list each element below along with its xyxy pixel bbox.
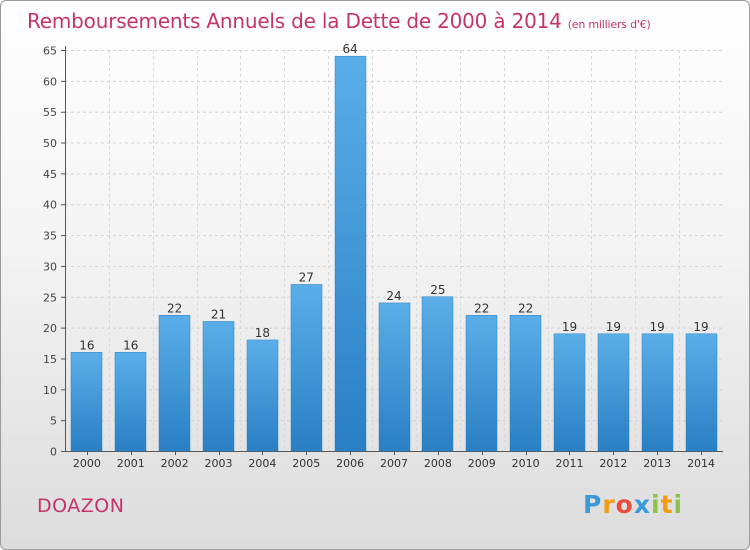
y-tick-label: 25 bbox=[43, 291, 57, 304]
x-tick-label: 2008 bbox=[424, 457, 452, 470]
y-tick-label: 20 bbox=[43, 322, 57, 335]
y-tick-label: 35 bbox=[43, 230, 57, 243]
value-label: 25 bbox=[430, 283, 445, 297]
value-label: 19 bbox=[693, 320, 708, 334]
value-label: 19 bbox=[562, 320, 577, 334]
bar-2006 bbox=[334, 55, 367, 452]
logo-letter: t bbox=[660, 490, 674, 519]
bar-2008 bbox=[421, 296, 454, 452]
value-label: 18 bbox=[255, 326, 270, 340]
y-tick-label: 55 bbox=[43, 106, 57, 119]
bar-2012 bbox=[597, 333, 630, 452]
bar-2000 bbox=[70, 352, 103, 452]
y-tick-label: 50 bbox=[43, 137, 57, 150]
y-tick-label: 40 bbox=[43, 199, 57, 212]
x-tick-label: 2001 bbox=[117, 457, 145, 470]
bar-2003 bbox=[202, 321, 235, 452]
bar-2005 bbox=[290, 284, 323, 452]
y-tick-label: 5 bbox=[50, 415, 57, 428]
bars bbox=[70, 55, 718, 452]
x-tick-label: 2006 bbox=[336, 457, 364, 470]
location-name: DOAZON bbox=[37, 495, 125, 517]
value-label: 16 bbox=[123, 338, 138, 352]
y-tick-label: 10 bbox=[43, 384, 57, 397]
value-label: 22 bbox=[518, 301, 533, 315]
value-label: 22 bbox=[167, 301, 182, 315]
logo-letter: i bbox=[673, 490, 684, 519]
data-labels: 16 16 22 21 18 27 64 24 25 22 22 19 19 19 19 bbox=[79, 42, 708, 352]
y-tick-label: 15 bbox=[43, 353, 57, 366]
x-tick-label: 2007 bbox=[380, 457, 408, 470]
y-tick-label: 60 bbox=[43, 75, 57, 88]
chart-title-text: Remboursements Annuels de la Dette de 20… bbox=[27, 9, 562, 33]
logo-letter: P bbox=[583, 490, 603, 519]
bar-2002 bbox=[158, 315, 191, 452]
value-label: 19 bbox=[650, 320, 665, 334]
x-tick-label: 2012 bbox=[599, 457, 627, 470]
x-tick-label: 2009 bbox=[468, 457, 496, 470]
chart-subtitle: (en milliers d'€) bbox=[567, 18, 651, 31]
x-tick-label: 2010 bbox=[512, 457, 540, 470]
logo-letter: x bbox=[633, 490, 651, 519]
value-label: 64 bbox=[342, 42, 357, 56]
logo-letter: o bbox=[615, 490, 634, 519]
x-tick-label: 2003 bbox=[205, 457, 233, 470]
y-tick-label: 0 bbox=[50, 446, 57, 459]
value-label: 16 bbox=[79, 338, 94, 352]
logo-letter: i bbox=[651, 490, 661, 519]
bar-2013 bbox=[641, 333, 674, 452]
y-tick-label: 30 bbox=[43, 260, 57, 273]
x-tick-label: 2002 bbox=[161, 457, 189, 470]
value-label: 24 bbox=[386, 289, 401, 303]
bar-2014 bbox=[685, 333, 718, 452]
y-tick-label: 45 bbox=[43, 168, 57, 181]
bar-2007 bbox=[378, 302, 411, 452]
proxiti-logo[interactable]: Proxiti bbox=[583, 490, 683, 519]
bar-2010 bbox=[509, 315, 542, 452]
bar-2011 bbox=[553, 333, 586, 452]
x-tick-label: 2005 bbox=[292, 457, 320, 470]
value-label: 22 bbox=[474, 301, 489, 315]
x-tick-label: 2011 bbox=[555, 457, 583, 470]
value-label: 19 bbox=[606, 320, 621, 334]
value-label: 27 bbox=[299, 270, 314, 284]
chart-title: Remboursements Annuels de la Dette de 20… bbox=[27, 9, 651, 33]
x-tick-label: 2014 bbox=[687, 457, 715, 470]
value-label: 21 bbox=[211, 307, 226, 321]
x-tick-label: 2004 bbox=[248, 457, 276, 470]
logo-letter: r bbox=[602, 490, 616, 519]
bar-2004 bbox=[246, 339, 279, 452]
bar-2001 bbox=[114, 352, 147, 452]
axes: 0 5 10 15 20 25 30 35 40 45 50 55 60 65 2000 2001 2002 20… bbox=[43, 45, 723, 470]
x-tick-label: 2013 bbox=[643, 457, 671, 470]
bar-2009 bbox=[465, 315, 498, 452]
y-tick-label: 65 bbox=[43, 45, 57, 58]
x-tick-label: 2000 bbox=[73, 457, 101, 470]
